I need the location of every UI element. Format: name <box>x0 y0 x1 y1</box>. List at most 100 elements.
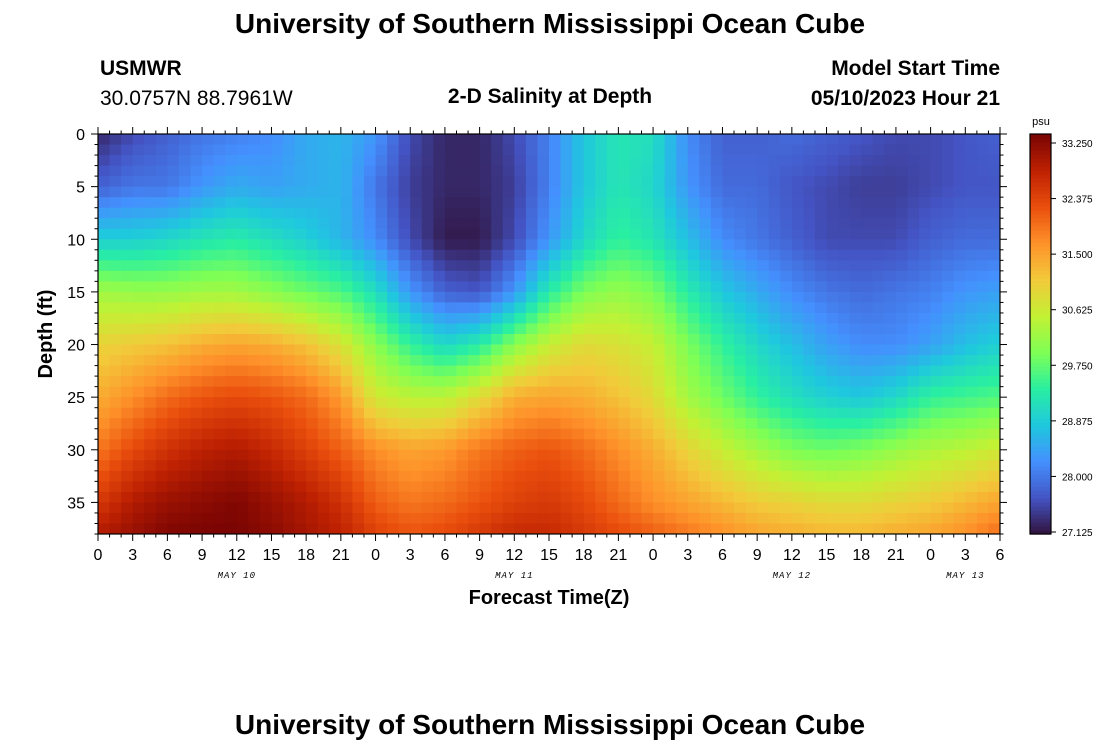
heatmap-cell <box>907 523 920 534</box>
heatmap-cell <box>537 228 550 240</box>
heatmap-cell <box>687 312 700 325</box>
heatmap-cell <box>213 302 226 314</box>
heatmap-cell <box>953 323 966 335</box>
heatmap-cell <box>410 523 423 534</box>
heatmap-cell <box>491 470 504 482</box>
heatmap-cell <box>329 281 342 293</box>
heatmap-cell <box>190 270 203 282</box>
heatmap-cell <box>121 207 134 219</box>
heatmap-cell <box>178 407 192 419</box>
colorbar-swatch <box>1030 510 1051 515</box>
heatmap-cell <box>976 207 990 219</box>
heatmap-cell <box>780 334 793 346</box>
colorbar-swatch <box>1030 410 1051 415</box>
heatmap-cell <box>583 155 596 167</box>
heatmap-cell <box>213 291 226 304</box>
heatmap-cell <box>757 302 770 314</box>
heatmap-cell <box>664 291 677 304</box>
colorbar-swatch <box>1030 390 1051 395</box>
heatmap-cell <box>387 344 400 356</box>
heatmap-cell <box>398 291 411 304</box>
heatmap-cell <box>121 249 134 261</box>
heatmap-cell <box>572 302 585 314</box>
y-tick-label: 0 <box>76 127 85 144</box>
heatmap-cell <box>838 407 851 419</box>
model-start-label: Model Start Time <box>831 57 1000 80</box>
heatmap-cell <box>213 144 226 156</box>
heatmap-cell <box>629 218 643 230</box>
heatmap-cell <box>294 312 307 325</box>
heatmap-cell <box>768 397 781 409</box>
heatmap-cell <box>259 523 273 534</box>
heatmap-cell <box>699 491 712 504</box>
heatmap-cell <box>202 270 215 282</box>
heatmap-cell <box>317 407 330 419</box>
heatmap-cell <box>514 386 527 398</box>
heatmap-cell <box>352 228 365 240</box>
heatmap-cell <box>907 134 920 146</box>
heatmap-cell <box>965 523 978 534</box>
heatmap-cell <box>734 218 747 230</box>
heatmap-cell <box>352 176 365 188</box>
heatmap-cell <box>444 334 458 346</box>
heatmap-cell <box>930 491 943 504</box>
heatmap-cell <box>687 470 700 482</box>
heatmap-cell <box>953 460 966 472</box>
heatmap-cell <box>988 355 1000 367</box>
heatmap-cell <box>734 270 747 282</box>
heatmap-cell <box>433 407 446 419</box>
heatmap-cell <box>976 165 990 177</box>
heatmap-cell <box>132 407 145 419</box>
heatmap-cell <box>676 270 689 282</box>
heatmap-cell <box>919 323 932 335</box>
heatmap-cell <box>803 502 816 514</box>
heatmap-cell <box>433 428 446 440</box>
heatmap-cell <box>352 460 365 472</box>
heatmap-cell <box>248 491 261 504</box>
heatmap-cell <box>121 418 134 430</box>
heatmap-cell <box>872 418 885 430</box>
heatmap-cell <box>491 355 504 367</box>
heatmap-cell <box>294 355 307 367</box>
heatmap-cell <box>525 470 539 482</box>
heatmap-cell <box>930 312 943 325</box>
heatmap-cell <box>294 197 307 209</box>
heatmap-cell <box>768 186 781 198</box>
heatmap-cell <box>479 344 492 356</box>
heatmap-cell <box>872 365 885 377</box>
heatmap-cell <box>780 186 793 198</box>
heatmap-cell <box>178 334 192 346</box>
heatmap-cell <box>144 512 157 525</box>
heatmap-cell <box>583 386 596 398</box>
x-tick-label: 0 <box>371 547 380 564</box>
heatmap-cell <box>352 397 365 409</box>
heatmap-cell <box>734 207 747 219</box>
heatmap-cell <box>479 218 492 230</box>
colorbar-frame <box>1029 133 1052 535</box>
heatmap-cell <box>236 270 249 282</box>
heatmap-cell <box>953 502 966 514</box>
colorbar-swatch <box>1030 258 1051 263</box>
heatmap-cell <box>791 323 805 335</box>
heatmap-cell <box>421 218 434 230</box>
heatmap-cell <box>734 439 747 451</box>
heatmap-cell <box>132 428 145 440</box>
heatmap-cell <box>398 512 411 525</box>
heatmap-cell <box>919 460 932 472</box>
heatmap-cell <box>444 281 458 293</box>
heatmap-cell <box>653 197 666 209</box>
heatmap-cell <box>699 481 712 493</box>
heatmap-cell <box>283 470 296 482</box>
heatmap-cell <box>791 312 805 325</box>
heatmap-cell <box>549 165 562 177</box>
heatmap-cell <box>930 176 943 188</box>
heatmap-cell <box>421 460 434 472</box>
heatmap-cell <box>838 386 851 398</box>
heatmap-cell <box>942 470 955 482</box>
heatmap-cell <box>491 418 504 430</box>
heatmap-cell <box>930 270 943 282</box>
heatmap-cell <box>132 481 145 493</box>
heatmap-cell <box>525 523 539 534</box>
heatmap-cell <box>803 523 816 534</box>
heatmap-cell <box>491 239 504 251</box>
